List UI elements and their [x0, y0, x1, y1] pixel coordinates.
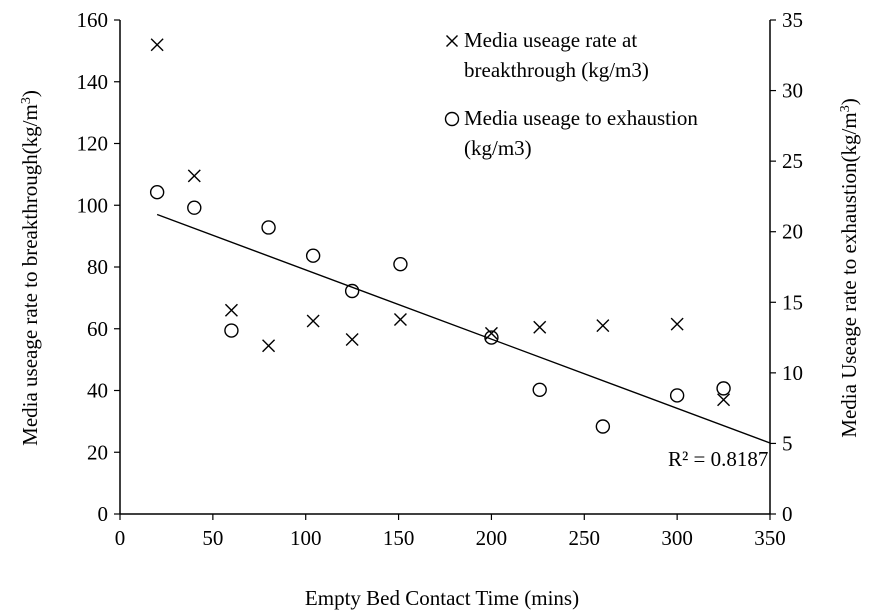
axes-layer: [114, 19, 776, 520]
breakthrough-point-stroke-b: [187, 169, 201, 183]
y-right-tick-label: 30: [782, 79, 803, 103]
legend-x-marker-stroke-b: [446, 35, 458, 47]
y-right-axis-title: Media Useage rate to exhaustion(kg/m3): [837, 98, 861, 437]
breakthrough-point: [596, 319, 610, 333]
y-left-axis-title-text: Media useage rate to breakthrough: [18, 154, 42, 446]
exhaustion-point: [187, 200, 202, 215]
breakthrough-point: [187, 169, 201, 183]
y-right-axis-title-unit-close: ): [837, 98, 861, 105]
breakthrough-point-stroke-b: [596, 319, 610, 333]
y-right-tick-label: 5: [782, 431, 793, 455]
exhaustion-point: [305, 248, 321, 263]
exhaustion-point: [595, 419, 611, 434]
data-points-layer: [149, 38, 731, 434]
exhaustion-point: [716, 381, 731, 396]
breakthrough-point-stroke-b: [484, 326, 498, 340]
exhaustion-point: [669, 388, 685, 403]
breakthrough-point: [150, 38, 164, 52]
y-left-tick-label: 60: [87, 317, 108, 341]
exhaustion-point: [393, 256, 408, 272]
breakthrough-point-stroke-b: [393, 312, 407, 326]
y-left-axis-title-unit: (kg/m: [18, 104, 42, 154]
y-left-tick-label: 0: [98, 502, 109, 526]
y-right-axis-title-unit-sup: 3: [838, 105, 853, 112]
breakthrough-point: [345, 333, 359, 347]
exhaustion-point: [261, 220, 276, 235]
x-tick-label: 0: [115, 526, 126, 550]
breakthrough-point-stroke-b: [150, 38, 164, 52]
y-left-axis-title-unit-sup: 3: [19, 97, 34, 104]
y-right-tick-label: 35: [782, 8, 803, 32]
breakthrough-point: [484, 326, 498, 340]
breakthrough-point-stroke-b: [533, 320, 547, 334]
y-left-tick-label: 120: [77, 132, 109, 156]
x-tick-label: 50: [202, 526, 223, 550]
legend-entry-label: Media useage to exhaustion: [464, 106, 698, 130]
legend-entry-label: Media useage rate at: [464, 28, 637, 52]
breakthrough-point: [717, 393, 731, 407]
linear-trendline: [156, 213, 771, 444]
y-right-tick-label: 25: [782, 149, 803, 173]
trendline-layer: [156, 213, 771, 444]
y-right-axis-title-text: Media Useage rate to exhaustion: [837, 162, 861, 438]
breakthrough-point-stroke-b: [306, 314, 320, 328]
breakthrough-point: [306, 314, 320, 328]
y-right-tick-label: 0: [782, 502, 793, 526]
x-tick-label: 300: [661, 526, 693, 550]
y-left-tick-label: 160: [77, 8, 109, 32]
breakthrough-point: [262, 339, 276, 353]
y-left-tick-label: 140: [77, 70, 109, 94]
y-left-tick-label: 100: [77, 193, 109, 217]
exhaustion-point: [344, 283, 360, 299]
y-right-tick-label: 15: [782, 290, 803, 314]
breakthrough-point-stroke-b: [717, 393, 731, 407]
breakthrough-point: [670, 317, 684, 331]
trendline-r2-label: R² = 0.8187: [668, 447, 768, 471]
x-tick-label: 200: [476, 526, 508, 550]
breakthrough-point-stroke-b: [670, 317, 684, 331]
exhaustion-point: [484, 330, 499, 345]
breakthrough-point: [533, 320, 547, 334]
y-right-tick-label: 10: [782, 361, 803, 385]
y-left-tick-label: 20: [87, 440, 108, 464]
exhaustion-point: [224, 323, 239, 338]
legend: Media useage rate at breakthrough (kg/m3)…: [444, 28, 698, 160]
legend-entry-label: breakthrough (kg/m3): [464, 58, 649, 82]
y-left-axis-title-unit-close: ): [18, 90, 42, 97]
breakthrough-point: [224, 303, 238, 317]
x-tick-label: 100: [290, 526, 322, 550]
x-axis-title: Empty Bed Contact Time (mins): [305, 586, 579, 610]
breakthrough-point-stroke-b: [224, 303, 238, 317]
x-tick-label: 350: [754, 526, 786, 550]
x-tick-label: 250: [569, 526, 601, 550]
tick-labels-layer: 0 50 100 150 200 250 300 3500204060801001201401…: [77, 8, 804, 550]
y-left-tick-label: 40: [87, 379, 108, 403]
y-left-axis-title: Media useage rate to breakthrough(kg/m3): [18, 90, 42, 446]
y-right-axis-title-unit: (kg/m: [837, 112, 861, 162]
breakthrough-point-stroke-b: [262, 339, 276, 353]
y-right-tick-label: 20: [782, 220, 803, 244]
legend-entry-label: (kg/m3): [464, 136, 532, 160]
legend-x-marker: [446, 35, 458, 47]
legend-circle-marker: [444, 111, 460, 127]
exhaustion-point: [149, 184, 165, 200]
exhaustion-point: [532, 382, 547, 397]
breakthrough-point-stroke-b: [345, 333, 359, 347]
x-tick-label: 150: [383, 526, 415, 550]
y-left-tick-label: 80: [87, 255, 108, 279]
breakthrough-point: [393, 312, 407, 326]
